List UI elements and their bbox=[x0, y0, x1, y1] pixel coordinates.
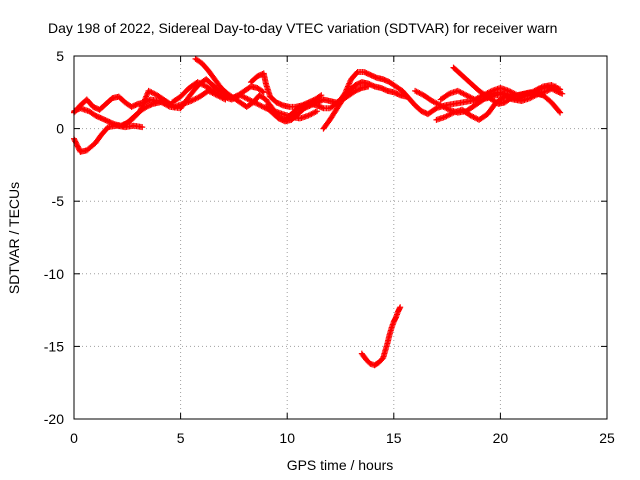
data-point bbox=[557, 86, 564, 93]
series-track-14 bbox=[433, 83, 559, 123]
data-point bbox=[74, 143, 81, 150]
x-tick-label: 25 bbox=[599, 430, 615, 446]
data-point bbox=[445, 91, 452, 98]
x-tick-label: 5 bbox=[177, 430, 185, 446]
y-tick-label: 0 bbox=[56, 121, 64, 137]
chart-title: Day 198 of 2022, Sidereal Day-to-day VTE… bbox=[48, 20, 557, 36]
data-point bbox=[72, 138, 79, 145]
data-point bbox=[556, 108, 563, 115]
y-tick-label: 5 bbox=[56, 48, 64, 64]
y-tick-label: -5 bbox=[52, 193, 65, 209]
data-point bbox=[552, 83, 559, 90]
data-point bbox=[557, 109, 564, 116]
data-point bbox=[314, 108, 321, 115]
series-track-15 bbox=[358, 304, 404, 369]
y-tick-label: -10 bbox=[44, 266, 64, 282]
x-tick-label: 20 bbox=[493, 430, 509, 446]
data-point bbox=[259, 88, 266, 95]
data-point bbox=[73, 140, 80, 147]
data-point bbox=[75, 144, 82, 151]
series-track-13 bbox=[450, 64, 547, 107]
x-axis-label: GPS time / hours bbox=[287, 457, 394, 473]
series-track-4 bbox=[120, 87, 229, 129]
data-point bbox=[432, 106, 439, 113]
y-tick-label: -15 bbox=[44, 338, 64, 354]
plot-frame bbox=[73, 55, 608, 420]
data-point bbox=[318, 92, 325, 99]
grid bbox=[74, 56, 607, 419]
data-point bbox=[317, 93, 324, 100]
y-tick-label: -20 bbox=[44, 411, 64, 427]
y-axis-ticks: 5 0 -5 -10 -15 -20 bbox=[44, 48, 607, 427]
data-point bbox=[139, 124, 146, 131]
data-point bbox=[397, 304, 404, 311]
data-point bbox=[71, 137, 78, 144]
x-tick-label: 0 bbox=[70, 430, 78, 446]
data-point bbox=[74, 142, 81, 149]
data-point bbox=[559, 90, 566, 97]
x-tick-label: 15 bbox=[386, 430, 402, 446]
x-tick-label: 10 bbox=[279, 430, 295, 446]
y-axis-label: SDTVAR / TECUs bbox=[6, 182, 22, 294]
x-axis-ticks: 0 5 10 15 20 25 bbox=[70, 56, 615, 446]
data-points bbox=[71, 55, 566, 369]
series-track-3 bbox=[71, 122, 146, 155]
